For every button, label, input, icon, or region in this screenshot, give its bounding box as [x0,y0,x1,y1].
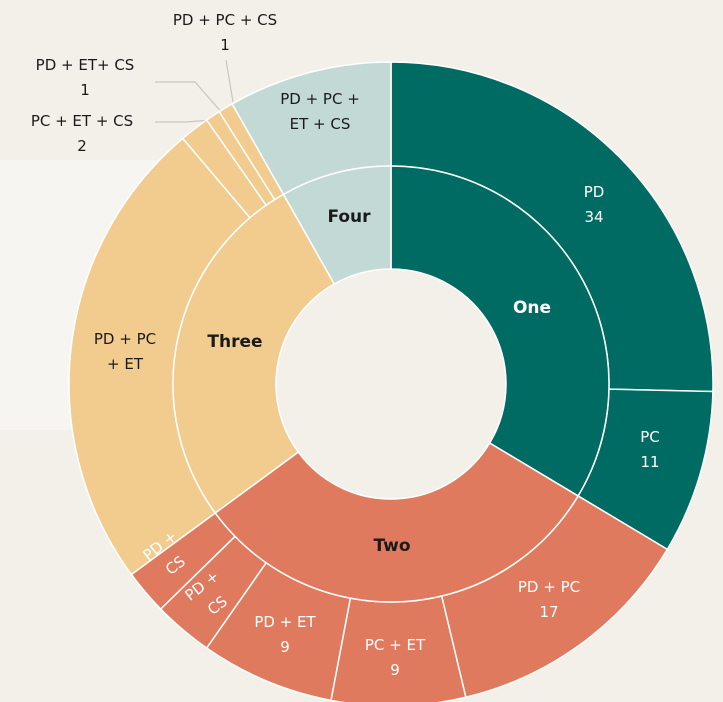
label-text: PD + ET [254,613,316,631]
segment-label: PD + PC + ET + CS 11 [270,90,370,141]
label-text: PD + PC [517,578,581,596]
category-label: Four [327,207,371,227]
leader-line [155,81,224,115]
label-text: 17 [539,603,559,621]
leader-line [155,119,214,123]
segment-label: PD + ET 9 [254,613,316,656]
segment-label: PD + PC + ET 32 [87,330,163,381]
segment-label: PD 34 [583,183,605,226]
inner-segment [282,165,392,285]
label-text: PD + ET+ CS [35,56,135,74]
segment-label: PD + PC + CS 1 [172,11,278,54]
label-text: 11 [270,137,370,141]
segment-label: PC + ET + CS 2 [30,112,134,155]
label-text: PD + PC + ET + CS [280,90,360,133]
label-text: PC + ET + CS [30,112,134,130]
category-label: Three [207,332,262,352]
inner-segment [172,193,336,515]
inner-segment [214,442,580,603]
label-text: PC [640,428,660,446]
label-text: 2 [77,137,87,155]
segment-label: PC + ET 9 [364,636,426,679]
label-text: 1 [80,81,90,99]
label-text: PD + PC + CS [172,11,278,29]
label-text: PC + ET [364,636,426,654]
label-text: 34 [584,208,604,226]
category-label: Two [373,536,410,556]
segment-label: PC 11 [640,428,660,471]
label-text: 9 [280,638,290,656]
label-text: 11 [640,453,660,471]
inner-segment [390,165,610,497]
label-text: 9 [390,661,400,679]
category-label: One [513,298,551,318]
label-text: 32 [87,377,163,381]
segment-label: PD + ET+ CS 1 [35,56,135,99]
label-text: 1 [220,36,230,54]
label-text: PD [583,183,605,201]
label-text: PD + PC + ET [93,330,157,373]
leader-line [225,59,234,103]
segment-label: PD + PC 17 [517,578,581,621]
